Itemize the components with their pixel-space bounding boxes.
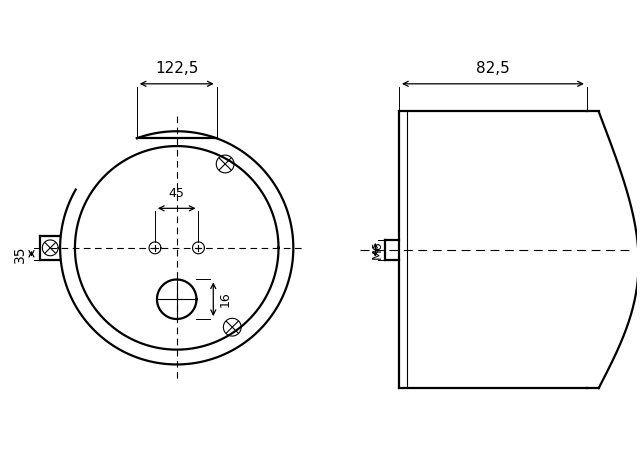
Text: 45: 45	[169, 187, 185, 201]
Text: 35: 35	[13, 245, 26, 262]
Text: 82,5: 82,5	[476, 61, 510, 76]
Text: 122,5: 122,5	[155, 61, 199, 76]
Text: M6: M6	[371, 241, 384, 259]
Text: 16: 16	[218, 292, 231, 307]
